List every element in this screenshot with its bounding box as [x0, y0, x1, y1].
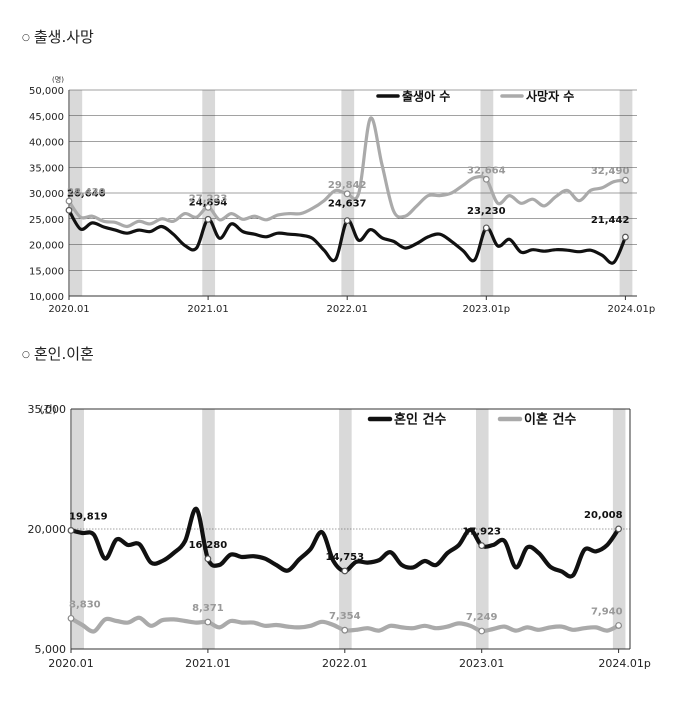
data-point-marker [204, 215, 212, 223]
data-label: 28,430 [67, 187, 106, 198]
x-tick-label: 2024.01p [598, 657, 650, 670]
data-label: 21,442 [591, 215, 630, 226]
legend-label: 사망자 수 [526, 89, 574, 104]
y-tick-label: 35,000 [29, 163, 64, 174]
data-label: 7,354 [329, 611, 361, 622]
y-tick-label: 40,000 [29, 138, 64, 149]
data-point-marker [341, 567, 349, 575]
data-label: 23,230 [467, 206, 506, 217]
section-title-text: 출생.사망 [33, 28, 94, 46]
data-label: 14,753 [325, 552, 364, 563]
y-tick-label: 50,000 [29, 86, 64, 97]
data-label: 29,842 [328, 180, 367, 191]
data-label: 32,490 [591, 166, 630, 177]
data-label: 17,923 [462, 527, 501, 538]
data-label: 27,223 [189, 193, 228, 204]
data-label: 26,646 [67, 188, 106, 199]
x-tick-label: 2022.01 [322, 657, 368, 670]
legend-label: 이혼 건수 [524, 412, 576, 428]
data-point-marker [65, 206, 73, 214]
x-tick-label: 2024.01p [608, 304, 656, 315]
data-point-marker [341, 626, 349, 634]
bullet-icon: ○ [22, 349, 30, 360]
data-point-marker [482, 224, 490, 232]
data-point-marker [615, 622, 622, 629]
y-tick-label: 45,000 [29, 112, 64, 123]
data-point-marker [615, 525, 622, 533]
data-label: 20,008 [584, 510, 623, 521]
data-label: 24,637 [328, 199, 367, 210]
x-tick-label: 2020.01 [48, 657, 94, 670]
y-tick-label: 15,000 [29, 266, 64, 277]
data-point-marker [67, 614, 75, 622]
data-point-marker [622, 176, 629, 184]
legend-label: 혼인 건수 [394, 412, 446, 428]
y-tick-label: 20,000 [29, 241, 64, 252]
january-band [202, 409, 215, 649]
data-point-marker [204, 203, 212, 211]
data-point-marker [204, 618, 212, 626]
data-point-marker [478, 542, 486, 550]
data-point-marker [67, 527, 75, 534]
y-tick-label: 35,000 [28, 403, 67, 416]
bullet-icon: ○ [22, 32, 30, 43]
data-label: 19,819 [69, 511, 108, 522]
x-tick-label: 2020.01 [48, 304, 89, 315]
data-point-marker [204, 555, 212, 563]
data-point-marker [343, 190, 351, 198]
data-label: 8,830 [69, 599, 101, 610]
y-tick-label: 30,000 [29, 189, 64, 200]
data-point-marker [343, 217, 351, 225]
y-tick-label: 20,000 [28, 523, 67, 536]
data-label: 7,940 [591, 606, 623, 617]
data-point-marker [622, 233, 629, 241]
section-title-birth-death: ○ 출생.사망 [22, 26, 94, 47]
x-tick-label: 2023.01 [459, 657, 505, 670]
data-label: 8,371 [192, 603, 224, 614]
unit-label: (명) [52, 75, 64, 84]
section-title-marriage-divorce: ○ 혼인.이혼 [22, 343, 94, 364]
data-label: 16,280 [189, 540, 228, 551]
data-point-marker [482, 175, 490, 183]
y-tick-label: 5,000 [35, 643, 67, 656]
data-label: 7,249 [466, 612, 498, 623]
data-point-marker [478, 627, 486, 635]
y-tick-label: 10,000 [29, 292, 64, 303]
unit-label: (건) [39, 404, 56, 416]
data-label: 32,664 [467, 165, 506, 176]
data-label: 24,894 [189, 197, 228, 208]
legend-label: 출생아 수 [402, 89, 450, 104]
chart-birth-death: 10,000 15,000 20,000 25,000 30,000 35,000 40,0… [29, 75, 655, 315]
y-tick-label: 25,000 [29, 215, 64, 226]
section-title-text: 혼인.이혼 [33, 345, 94, 363]
x-tick-label: 2023.01p [462, 304, 510, 315]
x-tick-label: 2022.01 [327, 304, 368, 315]
data-point-marker [65, 197, 73, 205]
x-tick-label: 2021.01 [187, 304, 228, 315]
x-tick-label: 2021.01 [185, 657, 231, 670]
chart-marriage-divorce: 5,000 20,000 35,000 2020.01 2021.01 2022.01 20… [28, 403, 651, 670]
